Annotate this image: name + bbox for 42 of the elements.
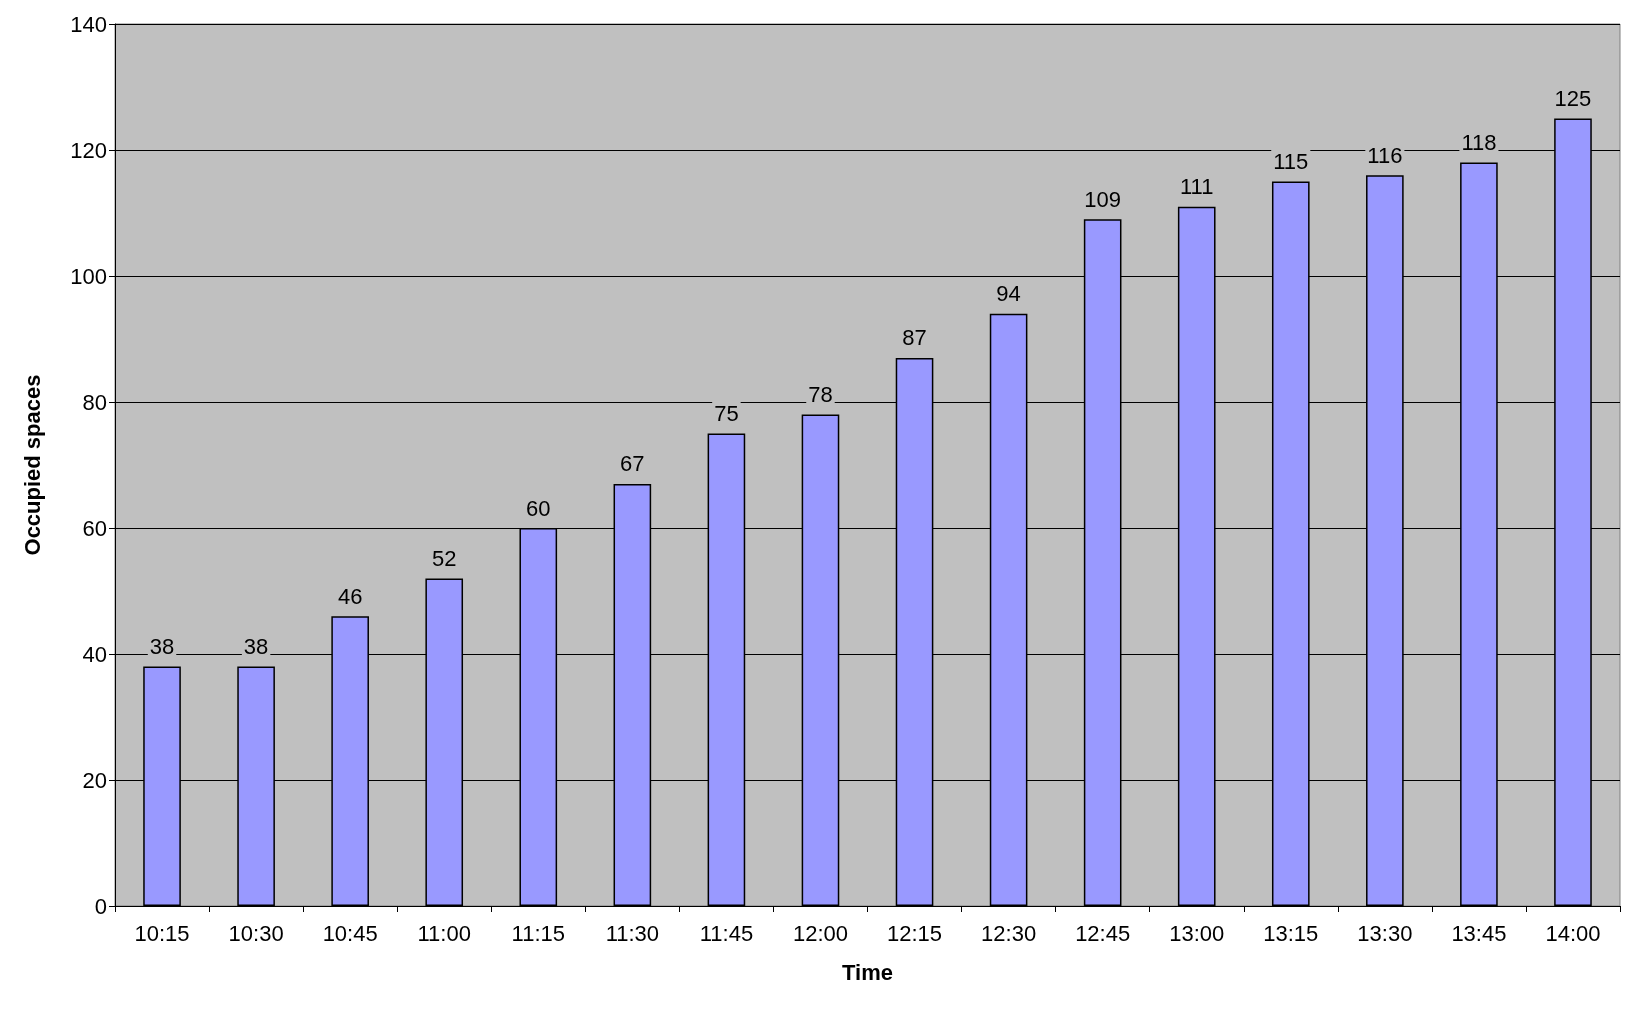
- data-label: 67: [620, 451, 645, 477]
- data-label: 109: [1084, 186, 1122, 212]
- x-tick-label: 12:30: [981, 920, 1037, 946]
- data-label: 52: [431, 545, 457, 571]
- y-tick-label: 0: [94, 893, 107, 919]
- x-tick-label: 11:30: [605, 920, 660, 946]
- data-label: 94: [996, 281, 1021, 307]
- x-tick-label: 11:00: [417, 920, 471, 946]
- x-tick-label: 10:30: [228, 920, 284, 946]
- x-tick-label: 13:45: [1451, 920, 1507, 946]
- x-tick-label: 12:00: [792, 920, 848, 946]
- data-label: 116: [1367, 142, 1403, 168]
- x-tick-label: 14:00: [1545, 920, 1601, 946]
- data-label: 115: [1273, 149, 1309, 174]
- x-tick-label: 12:45: [1075, 920, 1131, 946]
- data-label: 38: [243, 634, 269, 660]
- y-tick-label: 80: [82, 389, 107, 415]
- data-label: 87: [902, 325, 927, 351]
- data-label: 125: [1554, 86, 1592, 111]
- x-tick-label: 11:15: [511, 920, 565, 946]
- y-axis-title: Occupied spaces: [19, 374, 45, 556]
- data-label: 78: [808, 382, 833, 408]
- data-label: 46: [337, 583, 363, 609]
- x-tick-label: 10:45: [322, 920, 378, 946]
- data-label: 60: [526, 495, 551, 521]
- x-tick-label: 11:45: [699, 920, 754, 946]
- data-label: 118: [1461, 130, 1497, 156]
- x-tick-label: 13:30: [1357, 920, 1413, 946]
- x-tick-label: 13:00: [1169, 920, 1225, 946]
- x-tick-label: 13:15: [1263, 920, 1319, 946]
- y-tick-label: 140: [70, 11, 107, 37]
- y-tick-label: 120: [70, 137, 107, 163]
- data-label: 75: [714, 401, 739, 426]
- y-tick-label: 60: [82, 515, 107, 541]
- x-tick-label: 12:15: [887, 920, 943, 946]
- data-label: 111: [1179, 174, 1214, 200]
- x-tick-label: 10:15: [134, 920, 190, 946]
- data-label: 38: [149, 634, 175, 660]
- x-axis-title: Time: [842, 959, 893, 985]
- y-tick-label: 40: [82, 641, 107, 667]
- y-tick-label: 100: [70, 263, 107, 289]
- y-tick-label: 20: [82, 767, 107, 793]
